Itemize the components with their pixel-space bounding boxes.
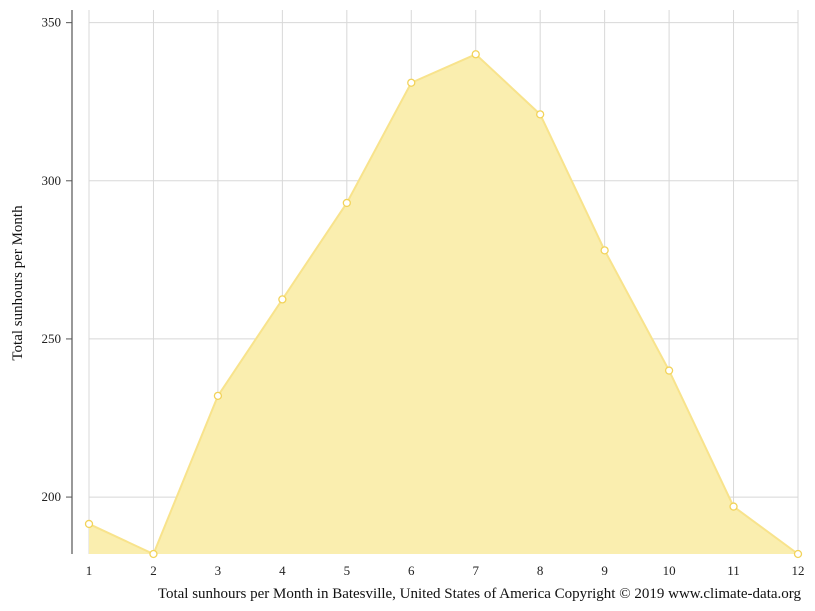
- x-tick-label-10: 10: [663, 563, 676, 578]
- axes: [66, 10, 73, 554]
- x-tick-label-4: 4: [279, 563, 286, 578]
- data-point-1: [84, 519, 94, 529]
- area-series: [88, 53, 799, 556]
- x-tick-label-3: 3: [215, 563, 222, 578]
- y-tick-label-250: 250: [42, 331, 62, 346]
- area-fill: [89, 54, 798, 554]
- x-tick-label-7: 7: [472, 563, 479, 578]
- y-axis-label: Total sunhours per Month: [10, 205, 26, 361]
- data-point-12: [793, 549, 803, 559]
- data-point-10: [664, 366, 674, 375]
- data-point-7: [471, 50, 480, 59]
- chart-caption: Total sunhours per Month in Batesville, …: [158, 586, 802, 602]
- x-tick-label-6: 6: [408, 563, 415, 578]
- data-point-9: [600, 246, 609, 255]
- data-point-3: [213, 391, 223, 401]
- series-line: [88, 53, 799, 556]
- x-tick-label-12: 12: [792, 563, 805, 578]
- data-point-8: [536, 110, 545, 119]
- data-point-6: [407, 78, 416, 87]
- x-tick-label-1: 1: [86, 563, 93, 578]
- data-point-4: [278, 295, 287, 304]
- x-tick-label-5: 5: [344, 563, 351, 578]
- data-points: [84, 50, 803, 559]
- data-point-11: [729, 502, 738, 511]
- x-tick-label-2: 2: [150, 563, 157, 578]
- data-point-5: [342, 198, 351, 208]
- x-tick-label-9: 9: [601, 563, 608, 578]
- y-tick-label-200: 200: [42, 489, 62, 504]
- data-point-2: [149, 549, 158, 559]
- y-tick-label-300: 300: [42, 173, 62, 188]
- x-tick-label-11: 11: [727, 563, 740, 578]
- x-tick-label-8: 8: [537, 563, 544, 578]
- y-tick-label-350: 350: [42, 15, 62, 30]
